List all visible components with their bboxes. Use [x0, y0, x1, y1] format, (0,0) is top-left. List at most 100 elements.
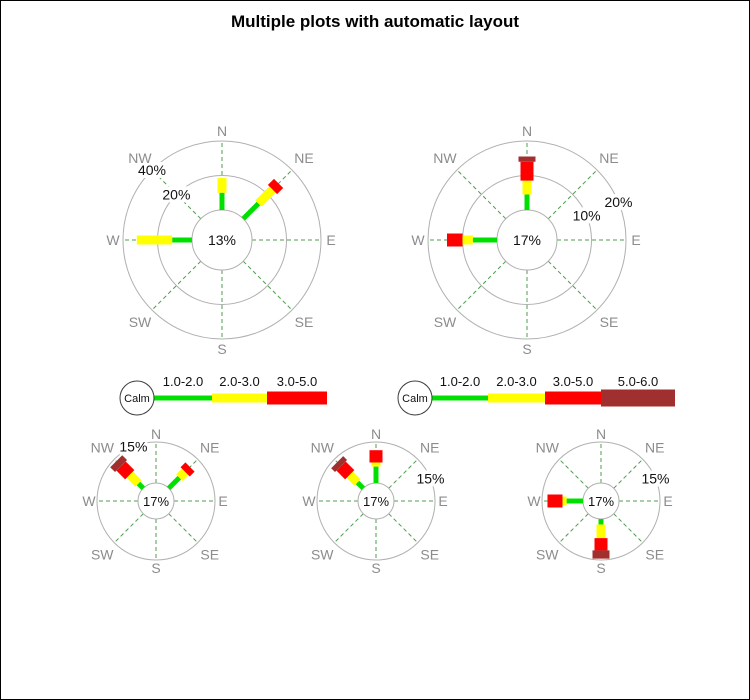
ring-circle	[96, 441, 216, 561]
bar-segment-NW-green	[355, 480, 366, 491]
radial-gridline-NE	[242, 169, 293, 220]
bar-segment-NW-darkred	[331, 456, 348, 473]
windrose-bottom-right: 15% N NE E SE S SW W NW 17%	[527, 426, 672, 576]
direction-label-W: W	[302, 493, 316, 509]
direction-label-N: N	[151, 426, 161, 442]
direction-label-E: E	[218, 493, 227, 509]
direction-label-E: E	[326, 232, 335, 248]
bar-segment-NE-red	[180, 462, 195, 477]
direction-label-NE: NE	[294, 150, 313, 166]
radial-gridline-SE	[242, 260, 293, 311]
ring-value-label: 15%	[641, 470, 669, 486]
calm-legend-label: Calm	[402, 393, 428, 405]
direction-label-NW: NW	[433, 150, 457, 166]
direction-label-SE: SE	[645, 547, 664, 563]
ring-label-background	[138, 161, 166, 178]
calm-legend-circle	[397, 380, 433, 416]
legend-bar-yellow	[488, 393, 545, 403]
bar-segment-NW-darkred	[110, 455, 128, 473]
calm-percentage-label: 13%	[208, 232, 236, 248]
legend-bar-green	[154, 395, 212, 401]
bar-segment-NW-red	[336, 461, 355, 480]
ring-label-background	[162, 186, 191, 203]
legend-bar-red	[545, 391, 601, 405]
bar-segment-NW-green	[136, 481, 146, 491]
legend-bar-green	[432, 395, 488, 401]
legend-range-label: 2.0-3.0	[219, 374, 259, 389]
bar-segment-NW-yellow	[126, 471, 142, 487]
ring-circle	[316, 441, 436, 561]
windrose-bottom-left: 15%N NE E SE S SW W NW 17%	[82, 426, 227, 576]
legend-range-label: 1.0-2.0	[440, 374, 480, 389]
direction-label-S: S	[596, 560, 605, 576]
ring-value-label: 15%	[119, 438, 147, 454]
direction-label-W: W	[411, 232, 425, 248]
direction-label-NW: NW	[311, 439, 335, 455]
calm-percentage-label: 17%	[143, 494, 169, 509]
calm-percentage-label: 17%	[588, 494, 614, 509]
windrose-top-left: 20% 40% N NE E SE S SW W NW 13%	[106, 123, 335, 357]
direction-label-NE: NE	[645, 439, 664, 455]
direction-label-SW: SW	[434, 314, 457, 330]
direction-label-S: S	[217, 341, 226, 357]
radial-gridline-SW	[151, 260, 202, 311]
direction-label-NW: NW	[91, 439, 115, 455]
direction-label-SW: SW	[129, 314, 152, 330]
direction-label-N: N	[596, 426, 606, 442]
direction-label-NE: NE	[200, 439, 219, 455]
radial-gridline-NW	[456, 169, 507, 220]
legend-bar-yellow	[212, 393, 267, 403]
figure-title: Multiple plots with automatic layout	[231, 12, 519, 31]
direction-label-S: S	[522, 341, 531, 357]
calm-percentage-label: 17%	[363, 494, 389, 509]
direction-label-S: S	[151, 560, 160, 576]
ring-label-background	[416, 470, 445, 487]
ring-circle	[122, 140, 322, 340]
ring-circle	[427, 140, 627, 340]
direction-label-E: E	[663, 493, 672, 509]
direction-label-NE: NE	[420, 439, 439, 455]
bar-segment-NW-yellow	[346, 471, 361, 486]
legend-range-label: 5.0-6.0	[618, 374, 658, 389]
direction-label-N: N	[217, 123, 227, 139]
legend-range-label: 3.0-5.0	[277, 374, 317, 389]
direction-label-N: N	[371, 426, 381, 442]
bar-segment-NW-red	[116, 461, 135, 480]
ring-value-label: 20%	[162, 186, 190, 202]
direction-label-NE: NE	[599, 150, 618, 166]
direction-label-SE: SE	[295, 314, 314, 330]
ring-value-label: 15%	[416, 470, 444, 486]
direction-label-S: S	[371, 560, 380, 576]
direction-label-E: E	[631, 232, 640, 248]
direction-label-SW: SW	[91, 547, 114, 563]
legend-bar-darkred	[601, 389, 675, 407]
ring-value-label: 10%	[573, 207, 601, 223]
bar-segment-NE-yellow	[176, 468, 189, 481]
direction-label-SW: SW	[536, 547, 559, 563]
ring-label-background	[641, 470, 670, 487]
legend-range-label: 1.0-2.0	[163, 374, 203, 389]
legend-left: 1.0-2.0 2.0-3.0 3.0-5.0 Calm	[119, 374, 327, 416]
calm-legend-circle	[119, 380, 155, 416]
windrose-top-right: 10%20% N NE E SE S SW W NW 17%	[411, 123, 640, 357]
direction-label-NW: NW	[128, 150, 152, 166]
direction-label-E: E	[438, 493, 447, 509]
calm-percentage-label: 17%	[513, 232, 541, 248]
ring-label-background	[604, 194, 633, 211]
ring-circle	[541, 441, 661, 561]
ring-label-background	[119, 438, 148, 455]
ring-label-background	[572, 207, 601, 224]
direction-label-W: W	[82, 493, 96, 509]
bar-segment-NE-green	[166, 475, 182, 491]
windrose-bottom-middle: 15% N NE E SE S SW W NW 17%	[302, 426, 447, 576]
direction-label-NW: NW	[536, 439, 560, 455]
radial-gridline-NE	[547, 169, 598, 220]
legend-range-label: 2.0-3.0	[496, 374, 536, 389]
calm-legend-label: Calm	[124, 393, 150, 405]
bar-segment-NE-yellow	[255, 186, 276, 207]
radial-gridline-NW	[151, 169, 202, 220]
direction-label-SW: SW	[311, 547, 334, 563]
